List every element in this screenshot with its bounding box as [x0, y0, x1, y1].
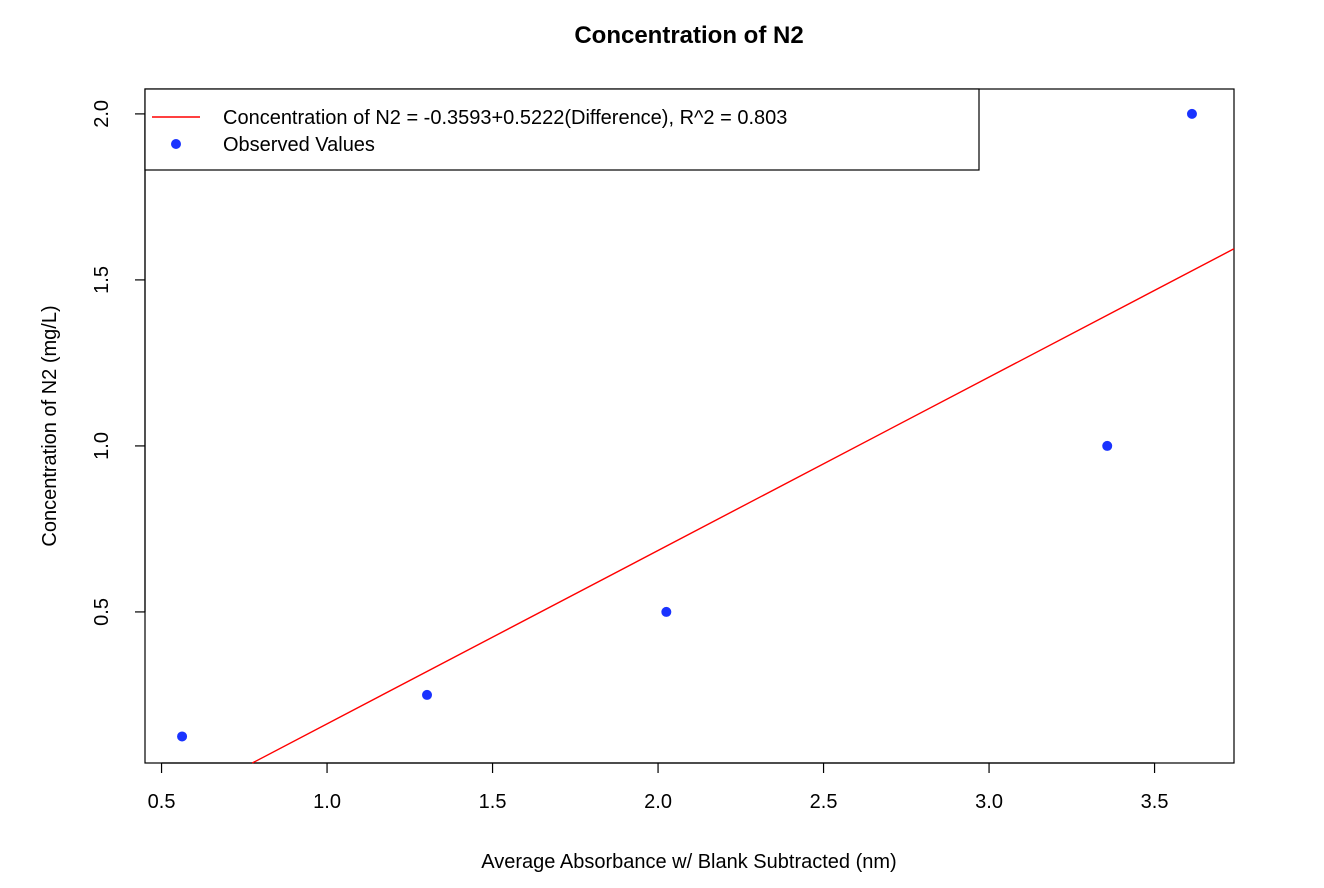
x-axis: 0.5 1.0 1.5 2.0 2.5 3.0 3.5 [148, 762, 1169, 813]
legend-label-fit-line: Concentration of N2 = -0.3593+0.5222(Dif… [223, 107, 787, 129]
plot-area [177, 108, 1235, 764]
legend-box [144, 88, 980, 171]
y-tick-label: 0.5 [91, 598, 113, 626]
y-axis: 0.5 1.0 1.5 2.0 [91, 100, 146, 626]
x-tick-label: 1.0 [313, 791, 341, 813]
x-axis-label: Average Absorbance w/ Blank Subtracted (… [481, 851, 896, 873]
data-point [422, 689, 433, 700]
data-point [661, 606, 672, 617]
x-tick-label: 1.5 [479, 791, 507, 813]
data-point [1102, 440, 1113, 451]
plot-frame [144, 88, 1235, 764]
y-axis-label: Concentration of N2 (mg/L) [39, 305, 61, 546]
legend: Concentration of N2 = -0.3593+0.5222(Dif… [144, 88, 980, 171]
x-tick-label: 0.5 [148, 791, 176, 813]
y-tick-label: 1.0 [91, 432, 113, 460]
chart-title: Concentration of N2 [574, 22, 803, 49]
x-tick-label: 2.5 [810, 791, 838, 813]
data-point [1186, 108, 1197, 119]
regression-line [251, 248, 1235, 764]
legend-point-swatch [171, 139, 181, 149]
x-tick-label: 2.0 [644, 791, 672, 813]
x-tick-label: 3.5 [1141, 791, 1169, 813]
data-point [177, 731, 188, 742]
y-tick-label: 2.0 [91, 100, 113, 128]
x-tick-label: 3.0 [975, 791, 1003, 813]
y-tick-label: 1.5 [91, 266, 113, 294]
legend-label-observed: Observed Values [223, 134, 375, 156]
